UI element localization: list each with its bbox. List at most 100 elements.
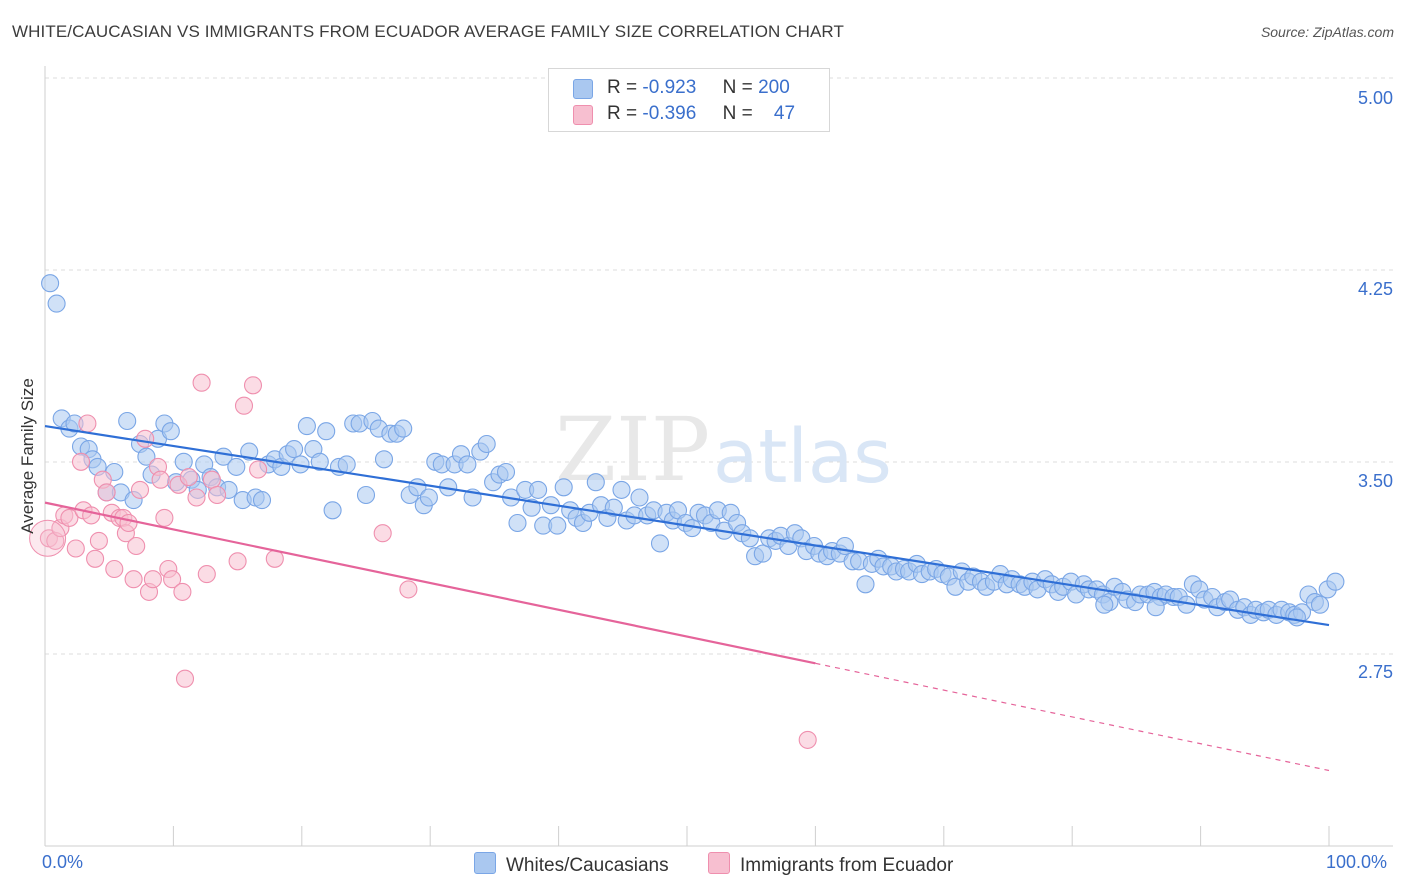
data-point <box>586 473 605 492</box>
data-point <box>208 485 227 505</box>
legend-swatch-ecuador <box>573 105 593 125</box>
bottom-legend-swatch-whites <box>474 852 496 874</box>
data-point <box>529 480 548 499</box>
chart-source: Source: ZipAtlas.com <box>1260 24 1394 40</box>
data-point <box>374 450 394 469</box>
data-point <box>373 524 392 543</box>
trend-line-whites <box>44 425 1330 627</box>
trend-line-ecuador-extension <box>815 662 1330 772</box>
data-point <box>137 447 156 466</box>
data-point <box>630 488 649 507</box>
trend-line-ecuador <box>44 501 816 665</box>
data-point <box>71 452 91 471</box>
legend-n-label: N = <box>722 103 753 124</box>
y-tick-label: 4.25 <box>1358 279 1393 299</box>
data-point <box>41 274 60 293</box>
axes <box>44 66 1393 847</box>
data-point <box>310 452 329 471</box>
bottom-legend-swatch-ecuador <box>708 852 730 874</box>
data-point <box>249 460 268 479</box>
data-point <box>1287 608 1306 627</box>
data-point <box>612 480 631 499</box>
data-point <box>47 294 66 313</box>
data-point <box>297 417 316 436</box>
data-point <box>650 534 670 553</box>
legend-n-value: 200 <box>758 77 790 98</box>
y-tick-label: 5.00 <box>1358 88 1393 108</box>
data-point <box>522 498 541 517</box>
data-point <box>1310 595 1330 614</box>
data-point <box>60 508 79 527</box>
trend-lines <box>44 425 1330 772</box>
data-point <box>143 570 162 589</box>
y-tick-label: 2.75 <box>1358 662 1393 682</box>
data-point <box>240 442 259 461</box>
data-point <box>477 434 496 454</box>
data-point <box>78 414 97 433</box>
data-point <box>127 536 146 556</box>
data-point <box>118 411 137 431</box>
series-whites-points <box>41 274 1345 627</box>
data-point-cluster <box>29 519 67 557</box>
legend-n-label: N = <box>722 77 753 98</box>
data-point <box>554 478 573 497</box>
data-point <box>89 531 108 550</box>
data-point <box>458 455 477 474</box>
data-point <box>508 513 527 533</box>
series-ecuador-points <box>29 373 817 749</box>
data-point <box>202 470 221 489</box>
data-point <box>97 483 116 502</box>
data-point <box>1146 598 1165 617</box>
chart-title: WHITE/CAUCASIAN VS IMMIGRANTS FROM ECUAD… <box>12 22 844 41</box>
legend-r-label: R = <box>607 103 638 124</box>
data-point <box>856 575 875 594</box>
data-point <box>163 570 182 589</box>
data-point <box>130 480 150 499</box>
data-point <box>753 544 772 563</box>
data-point <box>174 452 193 471</box>
data-point <box>337 455 356 474</box>
y-tick-labels: 2.75 3.50 4.25 5.00 <box>1358 88 1393 682</box>
data-point <box>82 506 101 525</box>
legend-swatch-whites <box>573 79 593 99</box>
data-point <box>394 419 413 438</box>
data-point <box>155 508 174 527</box>
data-point <box>285 440 304 459</box>
data-point <box>151 470 170 489</box>
legend-n-value: 47 <box>773 103 796 124</box>
data-point <box>105 559 124 579</box>
watermark-atlas: atlas <box>713 414 892 500</box>
x-tick-label-min: 0.0% <box>42 852 84 872</box>
data-point <box>798 730 817 749</box>
data-point <box>399 580 418 599</box>
data-point <box>136 429 155 448</box>
data-point <box>228 552 247 571</box>
data-point <box>227 457 246 476</box>
data-point <box>252 491 272 510</box>
data-point <box>323 501 342 520</box>
data-point <box>740 529 759 548</box>
y-tick-label: 3.50 <box>1358 471 1393 491</box>
data-point <box>234 396 254 415</box>
data-point <box>179 468 198 487</box>
data-point <box>496 462 516 482</box>
data-point <box>192 373 211 392</box>
legend-r-value: -0.396 <box>642 103 697 124</box>
legend-r-value: -0.923 <box>642 77 697 98</box>
data-point <box>161 422 180 441</box>
data-point <box>243 376 263 395</box>
legend-r-label: R = <box>607 77 638 98</box>
watermark: ZIP atlas <box>555 398 892 501</box>
data-point <box>119 513 138 533</box>
watermark-zip: ZIP <box>555 398 710 501</box>
bottom-legend-ecuador: Immigrants from Ecuador <box>708 852 953 877</box>
data-point <box>419 488 438 507</box>
data-point <box>86 549 105 568</box>
bottom-legend-label-whites: Whites/Caucasians <box>506 855 669 876</box>
data-point <box>175 669 195 688</box>
data-point <box>1326 572 1345 591</box>
data-point <box>356 485 376 505</box>
data-point <box>604 498 623 517</box>
y-axis-label: Average Family Size <box>18 378 37 534</box>
